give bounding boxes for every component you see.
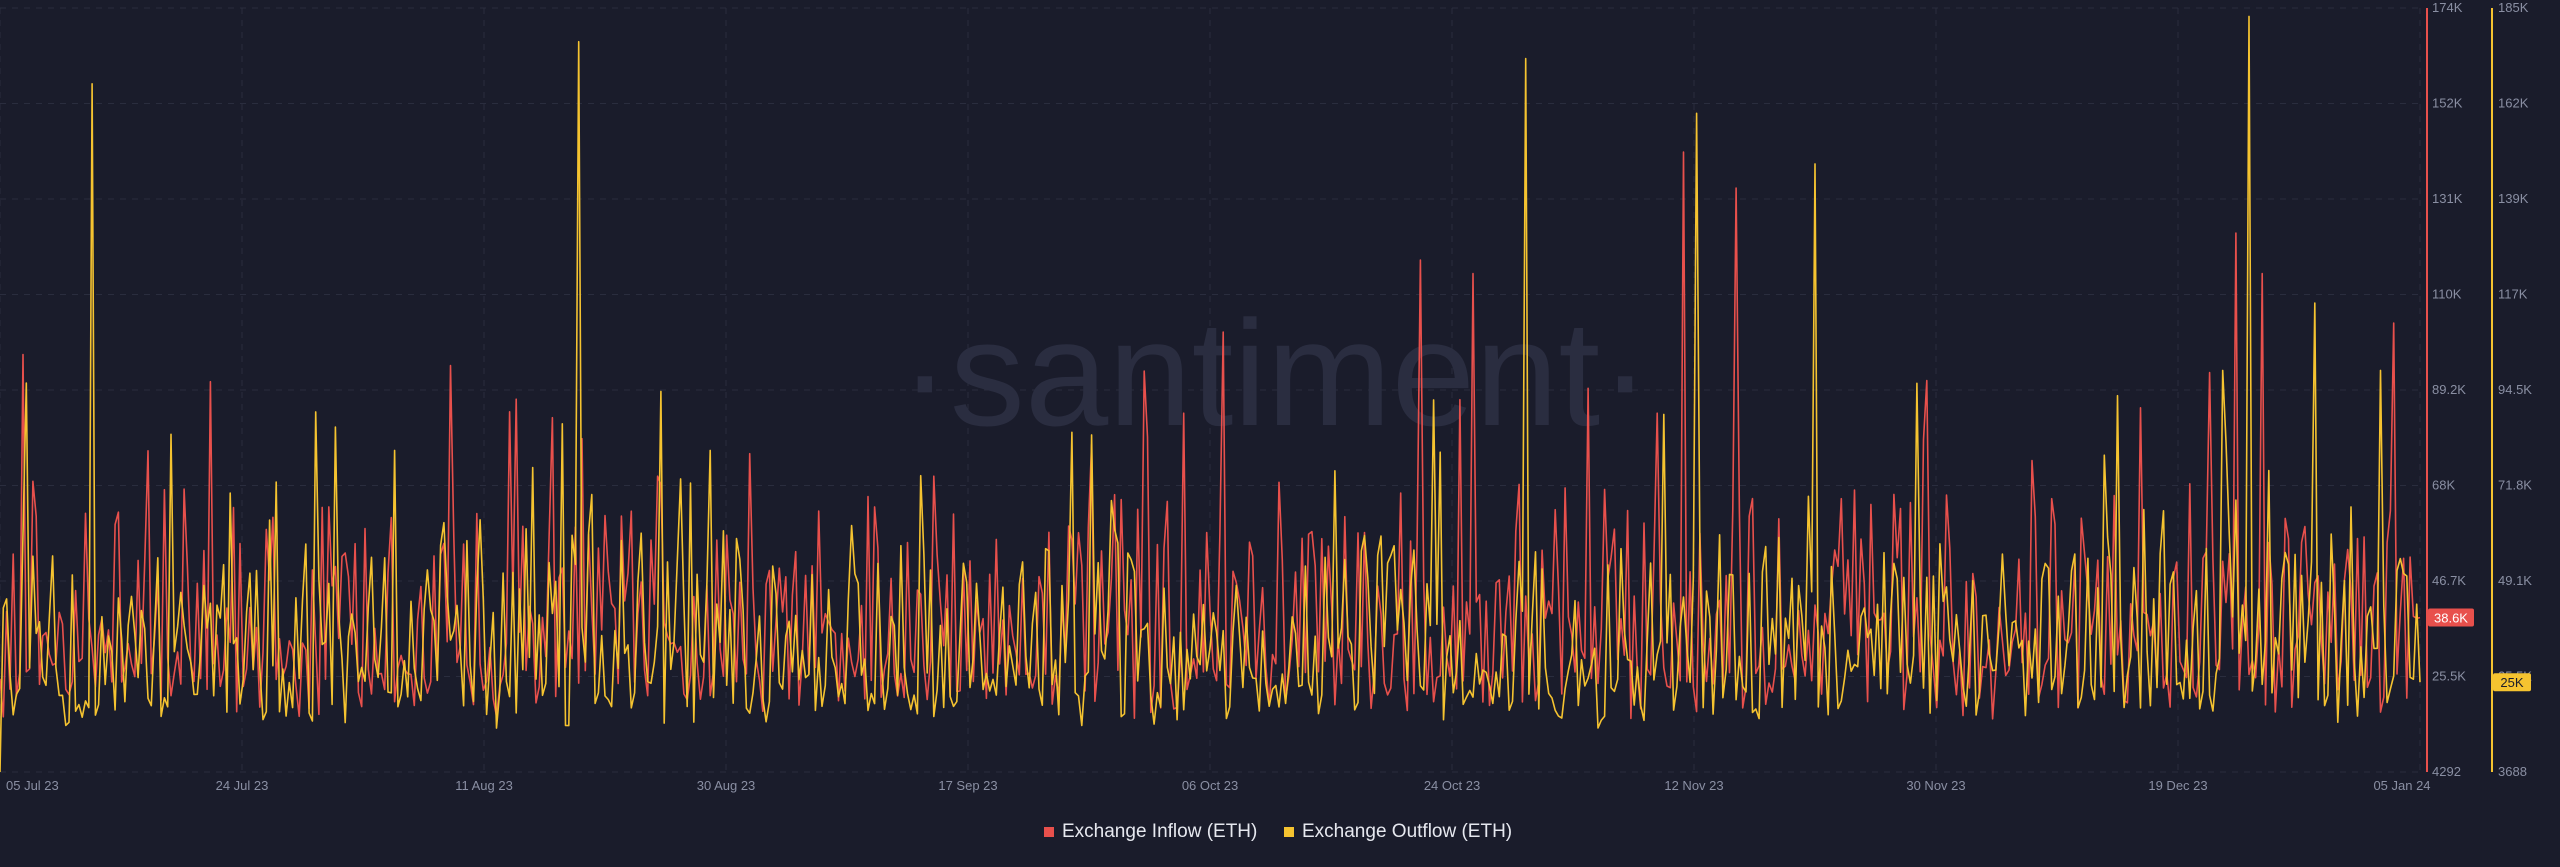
y-right-tick-label: 139K (2498, 191, 2529, 206)
x-tick-label: 05 Jul 23 (6, 778, 59, 793)
series-layer (0, 15, 2421, 773)
y-left-tick-label: 152K (2432, 96, 2463, 111)
outflow-current-badge (2493, 673, 2531, 692)
series-line-outflow (0, 15, 2421, 773)
legend: Exchange Inflow (ETH) Exchange Outflow (E… (1044, 821, 1512, 842)
y-left-tick-label: 68K (2432, 478, 2455, 493)
x-tick-label: 19 Dec 23 (2148, 778, 2207, 793)
x-tick-label: 24 Oct 23 (1424, 778, 1480, 793)
y-right-tick-label: 94.5K (2498, 382, 2532, 397)
x-tick-label: 30 Nov 23 (1906, 778, 1965, 793)
y-left-tick-label: 25.5K (2432, 669, 2466, 684)
y-right-tick-label: 49.1K (2498, 573, 2532, 588)
y-left-tick-label: 4292 (2432, 764, 2461, 779)
outflow-current-value: 25K (2500, 675, 2523, 690)
y-right-tick-label: 162K (2498, 96, 2529, 111)
legend-label-outflow: Exchange Outflow (ETH) (1302, 821, 1512, 842)
x-tick-label: 12 Nov 23 (1664, 778, 1723, 793)
x-tick-label: 24 Jul 23 (216, 778, 269, 793)
y-left-tick-label: 131K (2432, 191, 2463, 206)
x-tick-label: 17 Sep 23 (938, 778, 997, 793)
inflow-current-value: 38.6K (2434, 611, 2468, 626)
y-left-tick-label: 110K (2432, 287, 2462, 302)
axes: 174K 152K 131K 110K 89.2K 68K 46.7K 25.5K 4292 18… (6, 0, 2532, 793)
x-tick-label: 05 Jan 24 (2373, 778, 2430, 793)
y-left-tick-label: 46.7K (2432, 573, 2466, 588)
inflow-current-badge (2428, 608, 2474, 627)
x-tick-label: 30 Aug 23 (697, 778, 756, 793)
santiment-watermark: ·santiment· (900, 289, 1650, 457)
legend-swatch-outflow (1284, 827, 1294, 837)
legend-swatch-inflow (1044, 827, 1054, 837)
y-left-tick-label: 89.2K (2432, 382, 2466, 397)
y-right-tick-label: 71.8K (2498, 478, 2532, 493)
x-tick-label: 06 Oct 23 (1182, 778, 1238, 793)
x-tick-label: 11 Aug 23 (455, 778, 513, 793)
legend-label-inflow: Exchange Inflow (ETH) (1062, 821, 1257, 842)
y-right-tick-label: 117K (2498, 287, 2528, 302)
y-right-tick-label: 185K (2498, 0, 2529, 15)
y-left-tick-label: 174K (2432, 0, 2463, 15)
y-right-tick-label: 3688 (2498, 764, 2527, 779)
